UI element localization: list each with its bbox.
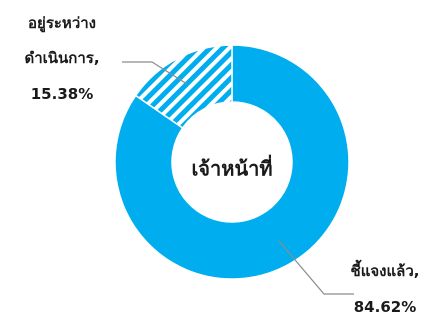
slice-label-in-progress-value: 15.38% <box>31 85 93 103</box>
slice-label-in-progress-line1: อยู่ระหว่าง <box>28 14 96 33</box>
slice-in-progress <box>134 44 233 129</box>
slice-explained <box>114 44 350 280</box>
leader-line-in-progress <box>122 61 188 85</box>
slices-group <box>114 44 350 280</box>
slice-label-explained-value: 84.62% <box>354 298 416 316</box>
slice-label-in-progress-line2: ดำเนินการ, <box>24 49 99 67</box>
leader-line-explained <box>278 240 354 295</box>
slice-label-explained-line1: ชี้แจงแล้ว, <box>351 259 420 280</box>
center-label: เจ้าหน้าที่ <box>191 154 272 181</box>
